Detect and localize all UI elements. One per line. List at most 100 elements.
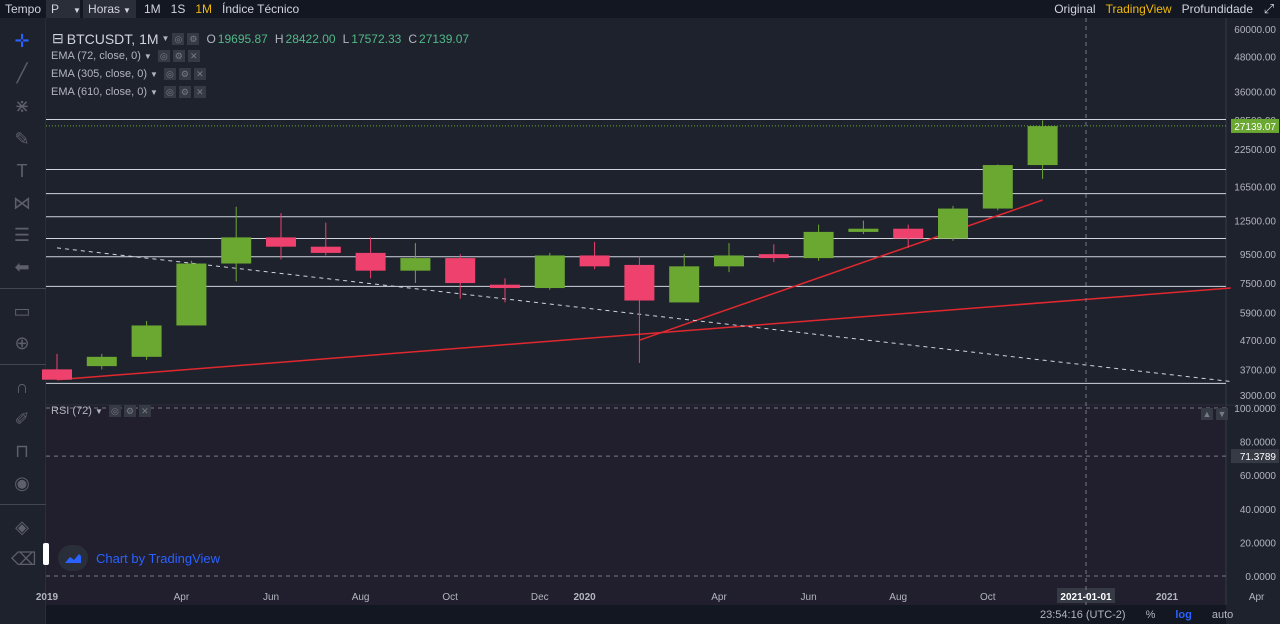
pattern-icon[interactable]: ⋈ [13, 193, 31, 213]
prediction-icon[interactable]: ☰ [13, 225, 31, 245]
chevron-down-icon[interactable]: ▼ [150, 69, 158, 79]
close-icon[interactable]: ✕ [193, 68, 206, 80]
chevron-down-icon: ▼ [73, 6, 81, 15]
text-icon[interactable]: T [16, 161, 28, 181]
price-tick-label: 5900.00 [1240, 308, 1277, 319]
rsi-tick-label: 0.0000 [1245, 572, 1276, 583]
rsi-label[interactable]: RSI (72) [51, 405, 92, 417]
time-tick-label: Apr [174, 592, 190, 603]
chevron-down-icon: ▼ [123, 6, 131, 15]
study-label[interactable]: EMA (610, close, 0) [51, 86, 147, 98]
low-key: L [342, 31, 350, 46]
fullscreen-icon[interactable]: ⤢ [1263, 1, 1275, 16]
view-depth[interactable]: Profundidade [1181, 2, 1253, 16]
pane-up-icon[interactable]: ▲ [1201, 408, 1213, 420]
ruler-icon[interactable]: ▭ [13, 301, 31, 321]
chevron-down-icon[interactable]: ▼ [143, 51, 152, 61]
time-tick-label: Apr [1249, 592, 1265, 603]
top-toolbar: Tempo P ▼ Horas ▼ 1M 1S 1M Índice Técnico … [0, 0, 1280, 18]
close-value: 27139.07 [419, 31, 470, 46]
magnet-icon[interactable]: ∩ [15, 377, 29, 397]
time-tick-label: Jun [801, 592, 817, 603]
candle-body [982, 165, 1013, 209]
fib-icon[interactable]: ⋇ [14, 96, 30, 116]
chevron-down-icon[interactable]: ▼ [94, 406, 103, 416]
toolbar-divider [0, 504, 46, 505]
time-tick-label: Aug [889, 592, 907, 603]
study-label[interactable]: EMA (305, close, 0) [51, 68, 147, 80]
price-tick-label: 16500.00 [1234, 183, 1276, 194]
open-value: 19695.87 [217, 31, 268, 46]
study-label[interactable]: EMA (72, close, 0) [51, 50, 141, 62]
tempo-label: Tempo [5, 2, 42, 16]
settings-icon[interactable]: ⚙ [172, 50, 185, 62]
interval-option[interactable]: 1S [170, 2, 186, 16]
toolbar-divider [0, 288, 46, 289]
percent-toggle[interactable]: % [1145, 608, 1156, 621]
dashed-trend-line [56, 247, 1231, 383]
time-tick-label: Aug [352, 592, 370, 603]
settings-icon[interactable]: ⚙ [187, 32, 200, 45]
view-tradingview[interactable]: TradingView [1105, 2, 1172, 16]
settings-icon[interactable]: ⚙ [178, 68, 191, 80]
pane-down-icon[interactable]: ▼ [1216, 408, 1228, 420]
price-tick-label: 3700.00 [1240, 365, 1277, 376]
interval-option-active[interactable]: 1M [195, 2, 212, 16]
candle-body [42, 369, 72, 380]
crosshair-icon[interactable]: ✛ [14, 31, 30, 51]
status-bar: 23:54:16 (UTC-2) % log auto [1030, 605, 1243, 624]
time-axis[interactable] [46, 605, 1226, 624]
low-value: 17572.33 [351, 31, 402, 46]
hide-icon[interactable]: ◎ [163, 86, 176, 98]
indicators-button[interactable]: Índice Técnico [222, 2, 300, 16]
hide-icon[interactable]: ◎ [163, 68, 176, 80]
price-tick-label: 3000.00 [1240, 391, 1277, 402]
log-toggle[interactable]: log [1175, 608, 1192, 621]
settings-icon[interactable]: ⚙ [178, 86, 191, 98]
candle-body [758, 254, 789, 259]
layers-icon[interactable]: ◈ [15, 517, 29, 537]
hide-icon[interactable]: ◎ [172, 32, 185, 45]
candle-body [624, 264, 655, 301]
zoom-in-icon[interactable]: ⊕ [14, 333, 30, 353]
hide-icon[interactable]: ◎ [157, 50, 170, 62]
candle-body [355, 252, 386, 271]
chevron-down-icon[interactable]: ▼ [161, 34, 170, 43]
brush-icon[interactable]: ✎ [14, 129, 30, 149]
candle-body [131, 325, 162, 357]
chevron-down-icon[interactable]: ▼ [150, 87, 158, 97]
candle-body [579, 255, 610, 267]
study-legend-ema305: EMA (305, close, 0) ▼ ◎ ⚙ ✕ [51, 68, 206, 80]
view-original[interactable]: Original [1054, 2, 1096, 16]
auto-toggle[interactable]: auto [1211, 608, 1234, 621]
trendline-icon[interactable]: ╱ [16, 63, 28, 83]
trash-icon[interactable]: ⌫ [11, 549, 37, 569]
close-icon[interactable]: ✕ [138, 405, 151, 417]
legend-symbol[interactable]: BTCUSDT, 1M [66, 30, 159, 47]
candle-body [221, 237, 252, 264]
rsi-pane-bg [46, 405, 1226, 605]
price-tick-label: 36000.00 [1234, 87, 1276, 98]
price-tick-label: 7500.00 [1240, 279, 1277, 290]
back-arrow-icon[interactable]: ⬅ [14, 257, 30, 277]
close-icon[interactable]: ✕ [193, 86, 206, 98]
price-tick-label: 12500.00 [1234, 217, 1276, 228]
symbol-select[interactable]: P ▼ [46, 0, 81, 18]
settings-icon[interactable]: ⚙ [123, 405, 136, 417]
lock-icon[interactable]: ⊓ [14, 441, 30, 461]
candle-body [669, 266, 700, 303]
hide-icon[interactable]: ◎ [108, 405, 121, 417]
interval-option[interactable]: 1M [143, 2, 161, 16]
scroll-handle[interactable] [43, 543, 49, 565]
legend-collapse-icon[interactable]: ⊟ [52, 30, 64, 46]
close-icon[interactable]: ✕ [187, 50, 200, 62]
tradingview-watermark[interactable]: Chart by TradingView [58, 545, 220, 571]
rsi-legend: RSI (72) ▼ ◎ ⚙ ✕ [51, 405, 151, 417]
stay-drawing-icon[interactable]: ✐ [14, 409, 30, 429]
candle-body [490, 284, 520, 289]
current-price-tag [1231, 118, 1279, 133]
eye-icon[interactable]: ◉ [14, 473, 30, 493]
interval-select[interactable]: Horas ▼ [83, 0, 136, 18]
